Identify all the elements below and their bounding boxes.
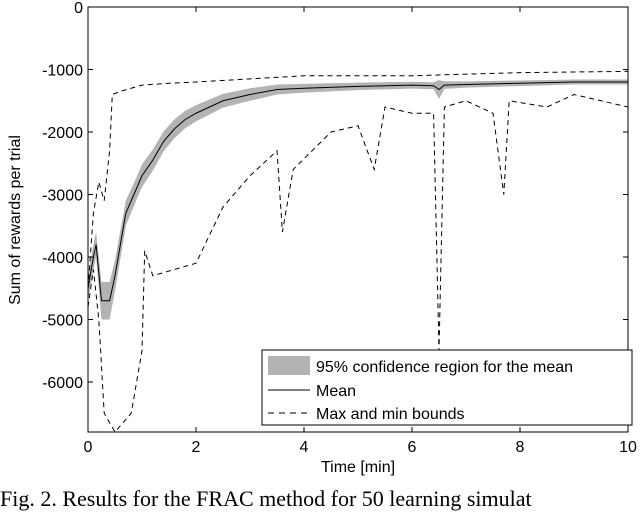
axes-box xyxy=(87,6,629,433)
legend-bounds-label: Max and min bounds xyxy=(316,406,465,423)
y-tick-label: -6000 xyxy=(42,375,83,392)
y-axis-label: Sum of rewards per trial xyxy=(7,135,24,305)
min-bound-line xyxy=(87,93,629,433)
legend-mean-label: Mean xyxy=(316,383,356,400)
legend-ci-swatch xyxy=(268,356,310,375)
x-tick-label: 10 xyxy=(619,439,637,456)
x-tick-label: 4 xyxy=(300,439,309,456)
max-bound-line xyxy=(87,70,629,289)
x-tick-label: 2 xyxy=(192,439,201,456)
y-tick-label: -3000 xyxy=(42,188,83,205)
confidence-region xyxy=(88,79,628,320)
x-tick-label: 6 xyxy=(408,439,417,456)
y-tick-label: 0 xyxy=(74,0,83,17)
y-tick-label: -4000 xyxy=(42,250,83,267)
y-tick-label: -2000 xyxy=(42,125,83,142)
y-tick-label: -5000 xyxy=(42,313,83,330)
x-axis-label: Time [min] xyxy=(321,459,395,476)
ticks: 0 2 4 6 8 10 0 -1000 -2000 -3000 -4000 -5000 -6000 xyxy=(42,0,637,456)
x-tick-label: 0 xyxy=(84,439,93,456)
legend-box xyxy=(261,349,633,426)
mean-line xyxy=(87,81,628,302)
legend-ci-label: 95% confidence region for the mean xyxy=(316,359,573,376)
x-tick-label: 8 xyxy=(516,439,525,456)
legend: 95% confidence region for the mean Mean … xyxy=(261,349,633,426)
y-tick-label: -1000 xyxy=(42,63,83,80)
figure-caption: Fig. 2. Results for the FRAC method for … xyxy=(0,486,532,511)
plot-area xyxy=(87,70,629,433)
